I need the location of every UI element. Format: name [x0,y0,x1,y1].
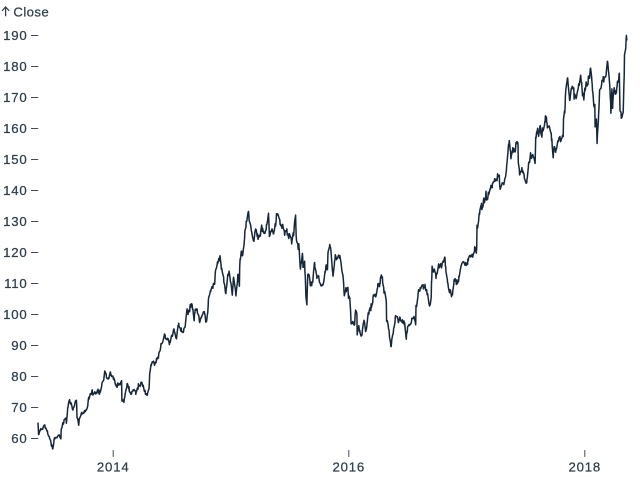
svg-text:110: 110 [4,276,27,291]
svg-text:130: 130 [3,214,27,229]
svg-text:100: 100 [3,307,27,322]
svg-text:150: 150 [3,152,27,167]
svg-text:160: 160 [3,121,27,136]
svg-text:60: 60 [11,431,27,446]
svg-text:70: 70 [11,400,27,415]
svg-text:2014: 2014 [97,460,130,475]
svg-text:120: 120 [3,245,27,260]
svg-text:180: 180 [3,59,27,74]
svg-text:2016: 2016 [333,460,366,475]
svg-text:90: 90 [11,338,27,353]
svg-text:170: 170 [3,90,27,105]
svg-text:80: 80 [11,369,27,384]
svg-text:140: 140 [3,183,27,198]
svg-text:190: 190 [3,28,27,43]
svg-text:2018: 2018 [569,460,602,475]
svg-text:Close: Close [13,5,49,20]
